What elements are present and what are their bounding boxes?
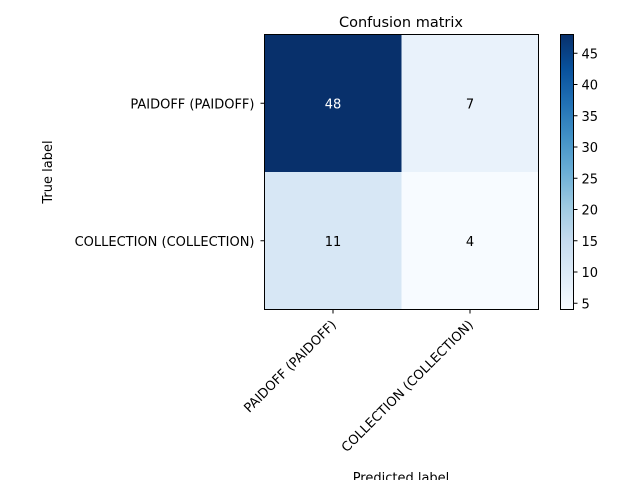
y-tick-label-0: PAIDOFF (PAIDOFF) (130, 97, 254, 112)
colorbar-tick-label-5: 30 (582, 141, 599, 156)
x-tick-label-0: PAIDOFF (PAIDOFF) (241, 318, 339, 416)
heatmap-cells (264, 34, 539, 310)
heatmap-cell-1-1 (401, 172, 539, 310)
plot-frame (264, 34, 539, 310)
cell-value-label-0-0: 48 (325, 97, 342, 112)
colorbar-ticks: 5 10 15 20 25 30 35 40 45 (573, 47, 599, 312)
y-axis-ticks: PAIDOFF (PAIDOFF) COLLECTION (COLLECTION) (75, 97, 265, 250)
cell-value-label-1-0: 11 (325, 235, 342, 250)
colorbar (560, 34, 574, 310)
heatmap-cell-labels: 48 7 11 4 (325, 97, 474, 250)
colorbar-tick-label-2: 15 (582, 235, 599, 250)
y-tick-label-1: COLLECTION (COLLECTION) (75, 235, 255, 250)
colorbar-tick-label-7: 40 (582, 79, 599, 94)
colorbar-tick-label-0: 5 (582, 297, 590, 312)
heatmap-cell-1-0 (264, 172, 402, 310)
chart-title: Confusion matrix (339, 15, 463, 31)
colorbar-tick-label-8: 45 (582, 47, 599, 62)
x-tick-label-1: COLLECTION (COLLECTION) (339, 318, 477, 456)
colorbar-tick-label-4: 25 (582, 172, 599, 187)
colorbar-tick-label-3: 20 (582, 204, 599, 219)
heatmap-cell-0-0 (264, 34, 402, 173)
x-axis-ticks: PAIDOFF (PAIDOFF) COLLECTION (COLLECTION) (241, 309, 477, 456)
y-axis-label: True label (41, 140, 56, 204)
x-axis-label: Predicted label (353, 471, 450, 480)
cell-value-label-0-1: 7 (466, 97, 474, 112)
colorbar-tick-label-6: 35 (582, 110, 599, 125)
cell-value-label-1-1: 4 (466, 235, 474, 250)
colorbar-tick-label-1: 10 (582, 266, 599, 281)
heatmap-cell-0-1 (401, 34, 539, 173)
